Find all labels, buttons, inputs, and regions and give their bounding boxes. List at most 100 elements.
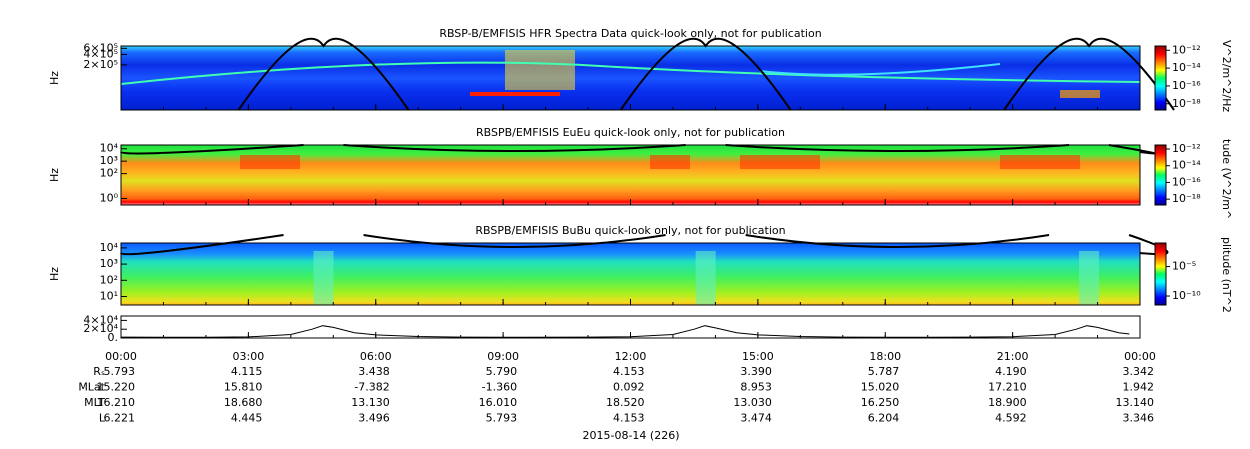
ephemeris-value: 0.092 bbox=[613, 381, 645, 394]
y-tick-label: 10² bbox=[100, 273, 118, 286]
y-tick-label: 2×10⁵ bbox=[83, 58, 118, 71]
texture bbox=[120, 61, 1141, 85]
ephemeris-value: 18.520 bbox=[606, 396, 645, 409]
y-axis-label: Hz bbox=[48, 168, 61, 182]
texture bbox=[313, 251, 334, 305]
panel-title: RBSPB/EMFISIS EuEu quick-look only, not … bbox=[476, 126, 785, 139]
texture bbox=[1000, 155, 1080, 169]
y-tick-label: 10⁴ bbox=[100, 241, 119, 254]
ephemeris-value: 5.793 bbox=[486, 412, 518, 425]
texture bbox=[121, 46, 1140, 110]
ephemeris-value: 4.592 bbox=[995, 412, 1027, 425]
y-tick-label: 10³ bbox=[100, 257, 118, 270]
ephemeris-value: 3.346 bbox=[1123, 412, 1155, 425]
x-axis-label: 2015-08-14 (226) bbox=[582, 429, 679, 442]
y-tick-label: 10² bbox=[100, 167, 118, 180]
x-tick-label: 12:00 bbox=[615, 350, 647, 363]
texture bbox=[240, 155, 300, 169]
y-tick-label: 2×10⁴ bbox=[83, 322, 118, 335]
colorbar-tick-label: 10⁻¹⁴ bbox=[1172, 159, 1201, 172]
ephemeris-value: 16.010 bbox=[479, 396, 518, 409]
panel-title: RBSP-B/EMFISIS HFR Spectra Data quick-lo… bbox=[439, 27, 821, 40]
ephemeris-value: -7.382 bbox=[354, 381, 389, 394]
texture bbox=[120, 234, 1169, 256]
y-tick-label: 10⁰ bbox=[100, 191, 119, 204]
ephemeris-value: 13.130 bbox=[351, 396, 390, 409]
colorbar-tick-label: 10⁻¹⁴ bbox=[1172, 61, 1201, 74]
x-tick-label: 03:00 bbox=[233, 350, 265, 363]
texture bbox=[759, 63, 1001, 76]
ephemeris-value: 15.020 bbox=[861, 381, 900, 394]
x-tick-label: 09:00 bbox=[487, 350, 519, 363]
ephemeris-value: 4.115 bbox=[231, 365, 263, 378]
colorbar-tick-label: 10⁻¹² bbox=[1172, 43, 1201, 56]
ephemeris-value: 3.438 bbox=[358, 365, 390, 378]
ephemeris-value: 18.680 bbox=[224, 396, 263, 409]
ephemeris-value: 6.204 bbox=[868, 412, 900, 425]
colorbar-label: plitude (nT^2 bbox=[1220, 237, 1233, 313]
texture bbox=[650, 155, 690, 169]
texture bbox=[470, 92, 560, 96]
texture bbox=[695, 251, 716, 305]
ephemeris-value: 3.342 bbox=[1123, 365, 1155, 378]
ephemeris-value: 4.153 bbox=[613, 365, 645, 378]
texture bbox=[121, 145, 1140, 205]
ephemeris-value: 16.210 bbox=[97, 396, 136, 409]
colorbar-tick-label: 10⁻¹⁸ bbox=[1172, 192, 1201, 205]
ephemeris-value: 15.220 bbox=[97, 381, 136, 394]
ephemeris-label: L bbox=[99, 412, 106, 425]
ephemeris-value: 8.953 bbox=[740, 381, 772, 394]
texture bbox=[120, 144, 1156, 155]
colorbar-tick-label: 10⁻¹⁶ bbox=[1172, 79, 1201, 92]
x-tick-label: 06:00 bbox=[360, 350, 392, 363]
colorbar-tick-label: 10⁻¹² bbox=[1172, 142, 1201, 155]
colorbar bbox=[1154, 242, 1167, 306]
ephemeris-value: 5.790 bbox=[486, 365, 518, 378]
y-tick-label: 0. bbox=[108, 331, 119, 344]
ephemeris-value: 13.030 bbox=[733, 396, 772, 409]
ephemeris-value: 3.390 bbox=[740, 365, 772, 378]
y-axis-label: Hz bbox=[48, 71, 61, 85]
texture bbox=[505, 50, 575, 90]
ephemeris-value: 5.793 bbox=[104, 365, 136, 378]
texture bbox=[1060, 90, 1100, 98]
panel-title: RBSPB/EMFISIS BuBu quick-look only, not … bbox=[475, 224, 785, 237]
ephemeris-value: 4.445 bbox=[231, 412, 263, 425]
colorbar-tick-label: 10⁻¹⁰ bbox=[1172, 289, 1201, 302]
ephemeris-value: 4.190 bbox=[995, 365, 1027, 378]
colorbar bbox=[1154, 144, 1167, 206]
ephemeris-value: 6.221 bbox=[104, 412, 136, 425]
texture bbox=[1079, 251, 1100, 305]
x-tick-label: 18:00 bbox=[869, 350, 901, 363]
y-tick-label: 10³ bbox=[100, 154, 118, 167]
colorbar-tick-label: 10⁻¹⁶ bbox=[1172, 175, 1201, 188]
ephemeris-value: 5.787 bbox=[868, 365, 900, 378]
ephemeris-value: -1.360 bbox=[482, 381, 517, 394]
x-tick-label: 00:00 bbox=[105, 350, 137, 363]
ephemeris-value: 4.153 bbox=[613, 412, 645, 425]
ephemeris-value: 15.810 bbox=[224, 381, 263, 394]
colorbar bbox=[1154, 45, 1167, 111]
y-tick-label: 4×10⁵ bbox=[83, 47, 118, 60]
y-axis-label: Hz bbox=[48, 267, 61, 281]
ephemeris-value: 3.474 bbox=[740, 412, 772, 425]
y-tick-label: 10¹ bbox=[100, 290, 118, 303]
y-tick-label: 6×10⁵ bbox=[83, 41, 118, 54]
x-tick-label: 15:00 bbox=[742, 350, 774, 363]
texture bbox=[740, 155, 820, 169]
y-tick-label: 4×10⁴ bbox=[83, 313, 118, 326]
x-tick-label: 00:00 bbox=[1124, 350, 1156, 363]
colorbar-label: V^2/m^2/Hz bbox=[1220, 40, 1233, 112]
ephemeris-value: 18.900 bbox=[988, 396, 1027, 409]
x-tick-label: 21:00 bbox=[997, 350, 1029, 363]
colorbar-tick-label: 10⁻⁵ bbox=[1172, 260, 1196, 273]
ephemeris-label: Rₛ bbox=[93, 365, 105, 378]
ephemeris-value: 1.942 bbox=[1123, 381, 1155, 394]
colorbar-label: tude (V^2/m^ bbox=[1220, 139, 1233, 219]
ephemeris-value: 3.496 bbox=[358, 412, 390, 425]
line bbox=[120, 325, 1130, 338]
texture bbox=[121, 243, 1140, 305]
y-tick-label: 10⁴ bbox=[100, 142, 119, 155]
ephemeris-value: 13.140 bbox=[1116, 396, 1155, 409]
